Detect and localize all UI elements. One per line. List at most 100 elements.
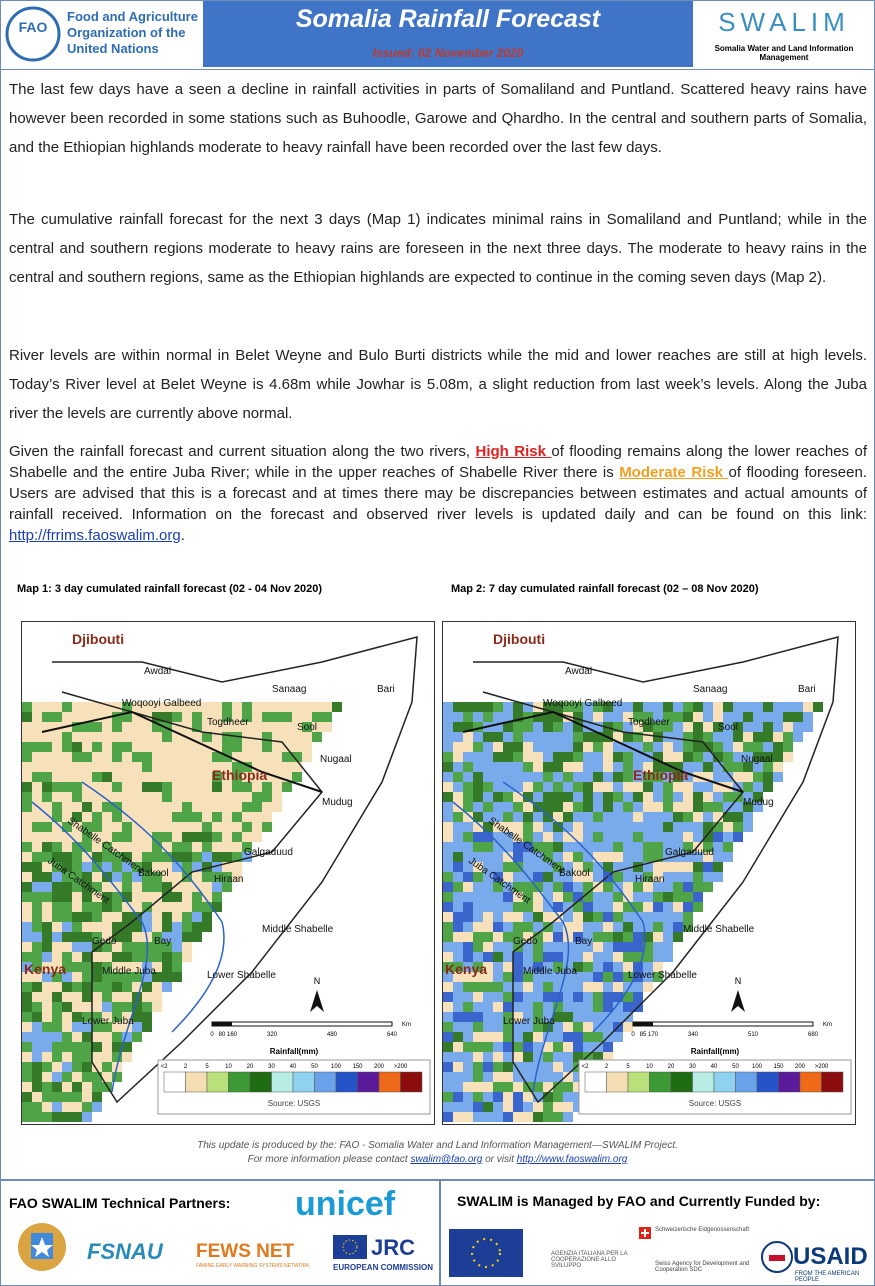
scale-bar [633,1022,653,1026]
sdc: Swiss Agency for Development and Coopera… [655,1261,750,1273]
rain-cell [733,812,743,822]
rain-cell [102,942,112,952]
legend-swatch [185,1071,208,1093]
rain-cell [62,862,72,872]
rain-cell [82,802,92,812]
rain-cell [192,932,202,942]
rain-cell [102,1062,112,1072]
rain-cell [42,932,52,942]
rain-cell [222,702,232,712]
rain-cell [443,942,453,952]
rain-cell [62,1082,72,1092]
link[interactable]: http://frrims.faoswalim.org [9,527,181,544]
rain-cell [42,812,52,822]
rain-cell [302,732,312,742]
rain-cell [783,712,793,722]
rain-cell [493,822,503,832]
rain-cell [563,1022,573,1032]
rain-cell [493,782,503,792]
rain-cell [72,972,82,982]
rain-cell [443,762,453,772]
website-link[interactable]: http://www.faoswalim.org [516,1154,628,1165]
rain-cell [633,722,643,732]
rain-cell [172,702,182,712]
swalim-logo: SWALIM Somalia Water and Land Informatio… [695,1,873,67]
rain-cell [593,742,603,752]
rain-cell [623,952,633,962]
rain-cell [272,742,282,752]
rain-cell [172,712,182,722]
rain-cell [302,722,312,732]
rain-cell [62,1052,72,1062]
rain-cell [62,812,72,822]
rain-cell [663,862,673,872]
rain-cell [453,1052,463,1062]
rain-cell [272,782,282,792]
legend-swatch [799,1071,822,1093]
rain-cell [533,712,543,722]
rain-cell [803,712,813,722]
rain-cell [523,1062,533,1072]
rain-cell [553,962,563,972]
rain-cell [613,792,623,802]
rain-cell [42,1022,52,1032]
rain-cell [653,712,663,722]
border [41,710,323,793]
rain-cell [473,902,483,912]
rain-cell [693,762,703,772]
rain-cell [242,812,252,822]
rain-cell [583,782,593,792]
rain-cell [122,992,132,1002]
rain-cell [62,1062,72,1072]
rain-cell [593,1052,603,1062]
rain-cell [222,882,232,892]
rain-cell [142,742,152,752]
rain-cell [82,1102,92,1112]
rain-cell [32,952,42,962]
fao-emblem: FAO [5,6,61,62]
rain-cell [623,802,633,812]
rain-cell [72,822,82,832]
rain-cell [182,892,192,902]
rain-cell [713,822,723,832]
rain-cell [282,782,292,792]
region-label: Bay [575,936,592,947]
rain-cell [42,722,52,732]
rain-cell [82,942,92,952]
rain-cell [753,702,763,712]
rain-cell [92,1102,102,1112]
rain-cell [533,862,543,872]
rain-cell [453,1082,463,1092]
header: FAO Food and Agriculture Organization of… [1,1,874,70]
rain-cell [553,802,563,812]
rain-cell [112,832,122,842]
rain-cell [92,702,102,712]
rain-cell [603,932,613,942]
rain-cell [162,762,172,772]
rain-cell [152,802,162,812]
rain-cell [633,882,643,892]
rain-cell [62,922,72,932]
rain-cell [513,892,523,902]
rain-cell [703,752,713,762]
rain-cell [503,852,513,862]
rain-cell [92,852,102,862]
rain-cell [543,982,553,992]
rain-cell [573,962,583,972]
rain-cell [593,1002,603,1012]
rain-cell [713,832,723,842]
rain-cell [202,832,212,842]
rain-cell [102,702,112,712]
rain-cell [553,1052,563,1062]
rain-cell [773,722,783,732]
rain-cell [563,762,573,772]
rain-cell [733,742,743,752]
rain-cell [503,792,513,802]
rain-cell [623,882,633,892]
email-link[interactable]: swalim@fao.org [410,1154,483,1165]
rain-cell [222,852,232,862]
rain-cell [42,962,52,972]
rain-cell [122,772,132,782]
rain-cell [553,1002,563,1012]
